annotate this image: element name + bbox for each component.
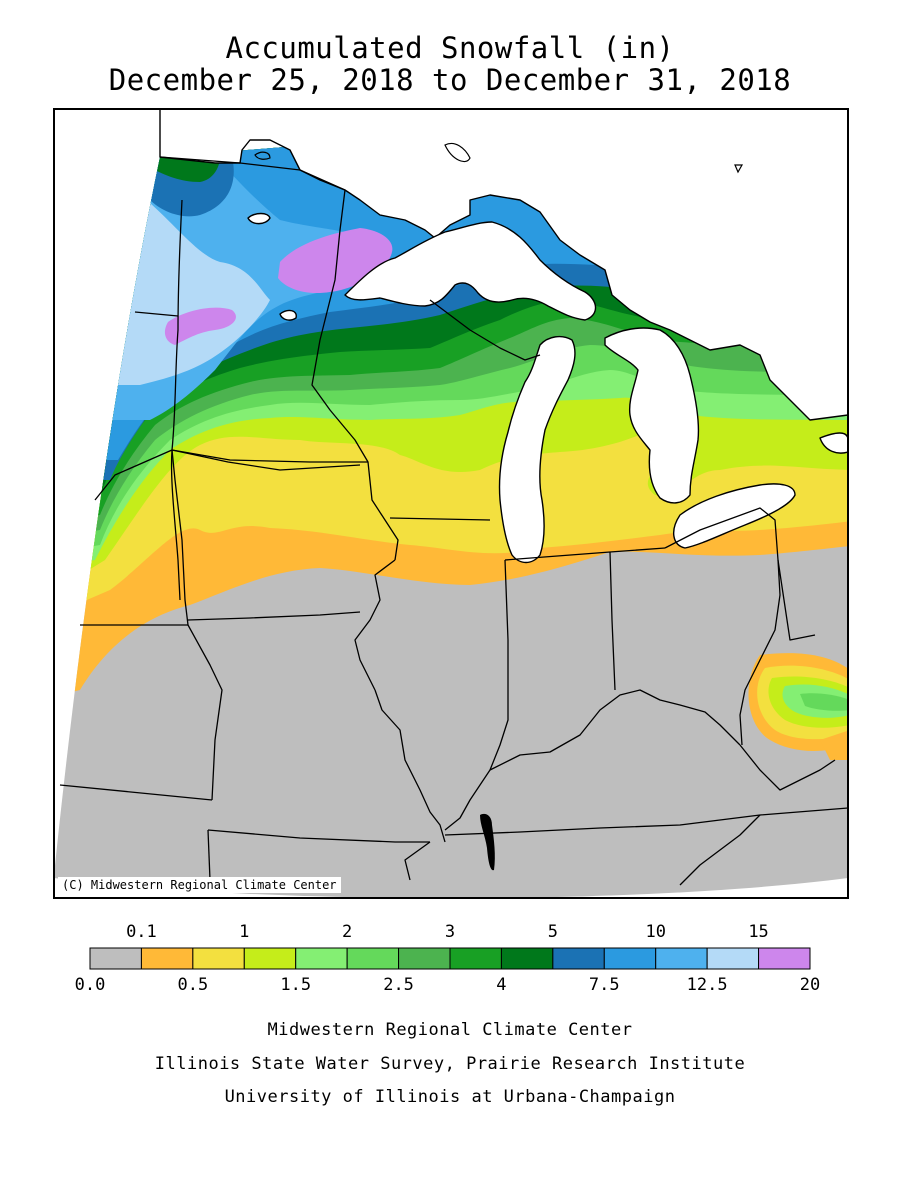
kentucky-lakes (480, 813, 495, 871)
legend-swatch (655, 947, 708, 970)
legend-swatch (140, 947, 194, 970)
legend-swatch (552, 947, 605, 970)
lake-huron (604, 327, 700, 504)
legend-swatch (603, 947, 657, 970)
legend-lower-label: 2.5 (383, 975, 414, 995)
legend-lower-label: 0.0 (74, 975, 106, 995)
legend-lower-label: 12.5 (686, 975, 728, 995)
legend-swatch (398, 947, 451, 970)
legend-lower-label: 0.5 (177, 975, 209, 995)
legend-lower-label: 4 (496, 975, 507, 995)
legend-upper-label: 1 (239, 922, 250, 942)
legend-upper-label: 5 (547, 922, 558, 942)
legend-lower-label: 7.5 (588, 975, 620, 995)
legend-swatch (346, 947, 400, 970)
legend-swatch (500, 947, 554, 970)
lake-erie (673, 483, 796, 549)
map-copyright: (C) Midwestern Regional Climate Center (58, 877, 341, 893)
legend-upper-label: 0.1 (126, 922, 157, 942)
credit-uiuc: University of Illinois at Urbana-Champai… (224, 1087, 676, 1107)
credit-mrcc: Midwestern Regional Climate Center (267, 1020, 633, 1040)
legend-upper-label: 2 (342, 922, 353, 942)
legend-swatch (295, 947, 348, 970)
credit-isws: Illinois State Water Survey, Prairie Res… (154, 1054, 746, 1074)
state-borders (59, 156, 849, 886)
contour-15-20-northwest (164, 307, 236, 345)
legend-swatch (243, 947, 297, 970)
lake-superior (344, 221, 597, 321)
legend-lower-label: 20 (799, 975, 821, 995)
legend-swatch (706, 947, 760, 970)
legend-upper-label: 10 (645, 922, 666, 942)
legend-lower-label: 1.5 (280, 975, 312, 995)
legend-swatch (449, 947, 502, 970)
map-title: Accumulated Snowfall (in) (225, 31, 675, 65)
legend-upper-label: 15 (748, 922, 769, 942)
great-lakes-and-canada (159, 109, 848, 564)
legend-swatch (192, 947, 245, 970)
legend-swatch (89, 947, 142, 970)
legend-upper-label: 3 (444, 922, 456, 942)
lake-michigan (498, 335, 576, 564)
map-frame (53, 108, 849, 899)
legend-color-bar (89, 947, 811, 970)
legend-swatch (758, 947, 811, 970)
map-date-range: December 25, 2018 to December 31, 2018 (108, 63, 792, 97)
